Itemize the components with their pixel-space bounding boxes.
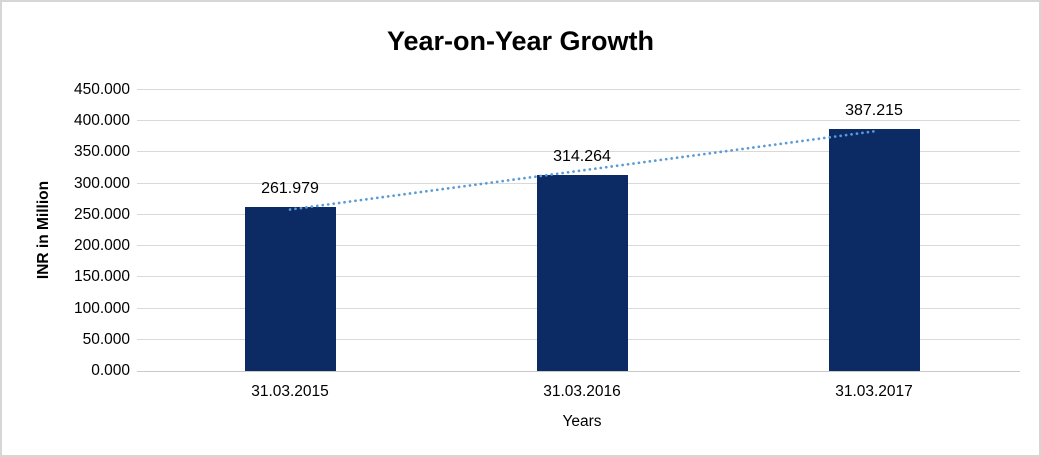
y-tick-label: 350.000 (73, 143, 130, 160)
x-axis-line (137, 371, 1020, 372)
gridline (137, 89, 1020, 90)
gridline (137, 120, 1020, 121)
y-tick-label: 300.000 (73, 175, 130, 192)
y-tick-label: 150.000 (73, 268, 130, 285)
y-tick-label: 100.000 (73, 300, 130, 317)
bar-value-label: 261.979 (261, 180, 319, 197)
bar (537, 175, 628, 371)
chart-title: Year-on-Year Growth (386, 26, 655, 56)
x-tick-label: 31.03.2017 (835, 383, 913, 400)
y-tick-label: 450.000 (73, 81, 130, 98)
y-tick-label: 200.000 (73, 237, 130, 254)
x-axis-title: Years (562, 413, 602, 430)
bar (245, 207, 336, 371)
y-tick-label: 50.000 (82, 331, 130, 348)
x-tick-label: 31.03.2015 (251, 383, 329, 400)
bar-value-label: 314.264 (553, 148, 611, 165)
bar (829, 129, 920, 371)
bar-value-label: 387.215 (845, 102, 903, 119)
x-tick-label: 31.03.2016 (543, 383, 621, 400)
y-tick-label: 400.000 (73, 112, 130, 129)
y-tick-label: 250.000 (73, 206, 130, 223)
y-axis-title: INR in Million (35, 180, 52, 280)
y-tick-label: 0.000 (91, 362, 130, 379)
